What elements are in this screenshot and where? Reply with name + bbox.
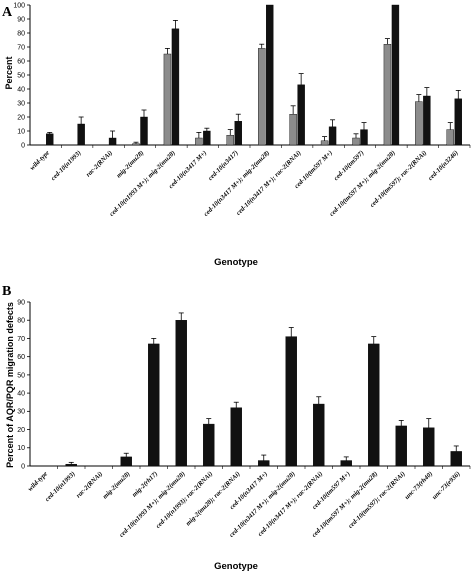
panel-b-bar-s0-4 [148,343,160,467]
panel-a-ytick-label: 100 [13,2,25,9]
panel-b-ytick-label: 0 [21,463,25,470]
panel-a-ylabel: Percent [4,56,14,89]
panel-a-bar-s0-13 [446,129,454,146]
panel-b-ytick-label: 50 [17,372,25,379]
panel-b-ylabel: Percent of AQR/PQR migration defects [5,302,15,468]
panel-b-bar-s0-14 [423,427,435,467]
panel-a-bar-s1-8 [297,84,305,146]
panel-b-category-label: mig-2(mu28) [102,470,132,500]
panel-a-bar-s0-5 [195,137,203,146]
panel-a-category-label: ced-10(n3417) [207,149,240,182]
panel-a-bar-s1-4 [171,28,180,146]
panel-b-xlabel: Genotype [214,561,258,572]
panel-a-bar-s1-10 [360,129,368,146]
panel-b-bar-s0-1 [65,463,77,467]
panel-a-ytick-label: 80 [17,30,25,37]
panel-a-bar-s1-5 [203,130,211,146]
panel-a-ytick-label: 20 [17,114,25,121]
panel-b-ytick-label: 40 [17,391,25,398]
panel-b-category-label: ced-10(tm597); rac-2(RNAi) [347,470,406,529]
panel-b-ytick-label: 20 [17,427,25,434]
panel-a-chart: 0102030405060708090100wild-typeced-10(n1… [13,2,471,218]
panel-a-category-label: ced-10(n3417 M+); rac-2(RNAi) [235,149,302,216]
panel-b-category-label: mig-2(rh17) [131,470,159,498]
panel-a-category-label: ced-10(tm597 M+); mig-2(mu28) [328,149,396,217]
panel-a-bar-s0-7 [258,48,266,146]
panel-a-bar-s1-0 [46,133,54,146]
panel-a-bar-s0-8 [289,113,297,146]
panel-b-category-label: unc-73(e936) [431,470,462,501]
panel-a-bar-s0-4 [163,53,172,146]
panel-a-category-label: rac-2(RNAi) [85,149,114,178]
panel-b-ytick-label: 90 [17,299,25,306]
panel-a-category-label: ced-10(n1993 M+); mig-2(mu28) [108,149,176,217]
panel-a-ytick-label: 70 [17,44,25,51]
panel-a-category-label: ced-10(n3417 M+); mig-2(mu28) [203,149,271,217]
panel-b-ytick-label: 10 [17,445,25,452]
panel-a-letter: A [2,5,13,20]
panel-a-category-label: ced-10(n3246) [427,149,460,182]
panel-b-ytick-label: 30 [17,409,25,416]
panel-b-bar-s0-6 [203,423,215,467]
panel-a-bar-s0-11 [383,44,392,146]
panel-a-ytick-label: 30 [17,100,25,107]
panel-a-category-label: mig-2(mu28) [115,149,145,179]
panel-b-chart: 0 10 20 30 40 50 60 70 80 90 wild-type ced-10(n1993… [17,299,471,539]
panel-b-bar-s0-13 [395,425,407,467]
panel-a-ytick-label: 10 [17,128,25,135]
panel-a-category-label: ced-10(tm597) [333,149,366,182]
panel-a-bar-s1-9 [328,126,337,146]
panel-b-bar-s0-3 [120,456,132,467]
panel-b-bar-s0-15 [450,451,462,467]
panel-a-bar-s1-1 [77,123,85,146]
panel-a-ytick-label: 90 [17,16,25,23]
panel-b-bar-s0-11 [340,460,352,467]
panel-b-ytick-label: 70 [17,336,25,343]
panel-a-bar-s0-12 [415,101,423,146]
panel-b-bar-s0-8 [258,460,270,467]
panel-b-bar-s0-12 [368,343,380,467]
panel-b-category-label: rac-2(RNAi) [75,470,104,499]
panel-b-category-label: mig-2(mu28); rac-2(RNAi) [185,470,242,527]
panel-a-bar-s1-7 [266,4,274,146]
panel-b-category-label: ced-10(n1993); rac-2(RNAi) [155,470,214,529]
panel-a-bar-s0-3 [132,143,140,146]
panel-a-category-label: ced-10(n1993) [50,149,83,182]
panel-b-bar-s0-10 [313,403,325,467]
panel-b-category-label: unc-73(rh40) [404,470,435,501]
panel-a-bar-s0-10 [352,137,360,146]
panel-a-ytick-label: 0 [21,142,25,149]
panel-a-bar-s1-2 [108,137,117,146]
panel-b-bar-s0-7 [230,407,242,467]
panel-b-ytick-label: 80 [17,318,25,325]
panel-a-bar-s0-6 [226,134,234,146]
panel-a-category-label: ced-10(tm597); rac-2(RNAi) [369,149,428,208]
panel-a-bar-s1-6 [234,120,242,146]
panel-a-bar-s0-9 [320,140,329,146]
panel-a-ytick-label: 50 [17,72,25,79]
panel-b-bar-s0-5 [175,320,187,467]
panel-a-ytick-label: 60 [17,58,25,65]
panel-a-bar-s1-13 [454,98,462,146]
panel-b-letter: B [2,284,11,299]
panel-b-category-label: wild-type [27,470,49,492]
panel-a-bar-s1-12 [423,95,431,146]
panel-a-ytick-label: 40 [17,86,25,93]
panel-a-xlabel: Genotype [214,257,258,268]
panel-b-bar-s0-9 [285,336,297,467]
panel-a-category-label: wild-type [29,149,51,171]
panel-b-ytick-label: 60 [17,354,25,361]
panel-a-bar-s1-11 [391,4,400,146]
panel-a-bar-s1-3 [140,116,148,146]
